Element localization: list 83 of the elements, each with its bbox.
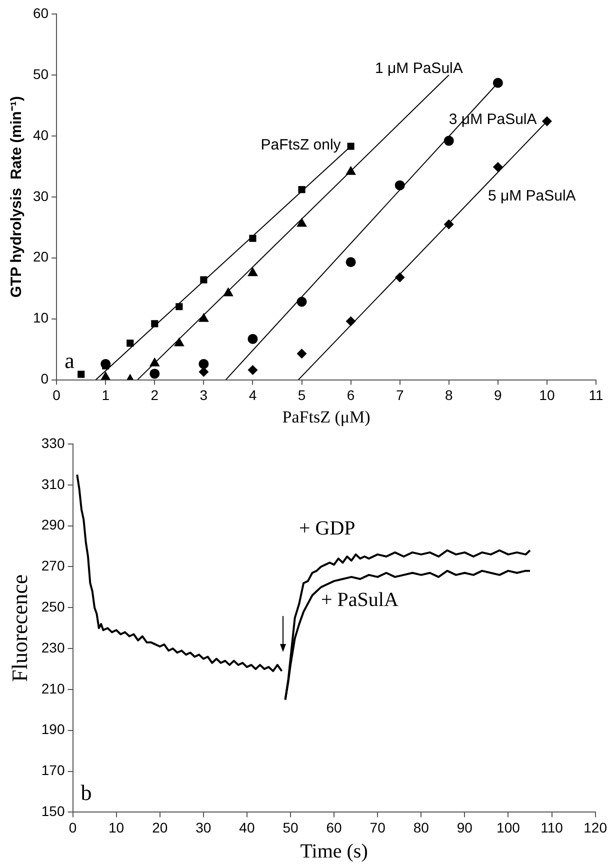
point — [248, 365, 258, 376]
x-tick-label: 20 — [152, 819, 168, 836]
point — [149, 357, 160, 366]
x-tick-label: 11 — [588, 387, 604, 404]
point — [248, 267, 258, 276]
point — [150, 368, 160, 379]
annotation: b — [80, 780, 92, 806]
series-label: + PaSulA — [321, 588, 399, 611]
x-tick-label: 3 — [200, 387, 208, 404]
point — [200, 276, 208, 284]
x-tick-label: 90 — [456, 819, 473, 836]
x-tick-label: 5 — [298, 387, 306, 404]
x-axis-title: Time (s) — [300, 840, 368, 862]
y-tick-label: 50 — [32, 66, 49, 82]
x-tick-label: 1 — [102, 387, 110, 404]
x-tick-label: 50 — [282, 819, 298, 836]
point — [444, 136, 454, 146]
y-tick-label: 290 — [41, 516, 65, 533]
point — [346, 166, 356, 175]
x-tick-label: 60 — [326, 819, 342, 836]
point — [347, 142, 354, 150]
x-tick-label: 10 — [108, 819, 124, 836]
x-tick-label: 10 — [539, 387, 555, 404]
x-tick-label: 9 — [494, 387, 502, 404]
series-label: 5 μM PaSulA — [488, 187, 576, 204]
y-tick-label: 230 — [41, 639, 65, 656]
series-label: 1 μM PaSulA — [375, 60, 463, 77]
y-axis-title: Fluorecence — [6, 574, 32, 682]
y-tick-label: 210 — [41, 680, 65, 696]
point — [151, 320, 158, 328]
point — [346, 316, 356, 326]
series-label: + GDP — [299, 517, 356, 540]
x-tick-label: 6 — [346, 387, 355, 404]
x-tick-label: 2 — [150, 387, 159, 404]
y-tick-label: 310 — [41, 476, 65, 492]
point — [444, 219, 454, 230]
annotation: a — [64, 348, 75, 373]
point — [248, 334, 258, 344]
x-tick-label: 110 — [540, 819, 564, 836]
point — [298, 186, 306, 194]
series-label: 3 μM PaSulA — [448, 110, 537, 128]
point — [296, 296, 307, 307]
x-tick-label: 8 — [444, 387, 453, 404]
point — [174, 337, 184, 346]
point — [296, 218, 307, 227]
series-label: PaFtsZ only — [260, 136, 342, 154]
point — [249, 234, 256, 242]
x-tick-label: 100 — [496, 819, 520, 836]
x-tick-label: 30 — [196, 819, 212, 836]
point — [394, 272, 405, 282]
y-tick-label: 60 — [32, 4, 49, 21]
x-tick-label: 7 — [396, 387, 404, 404]
y-tick-label: 330 — [41, 434, 65, 451]
point — [492, 78, 503, 88]
y-tick-label: 270 — [41, 558, 65, 574]
x-tick-label: 80 — [413, 819, 430, 836]
y-tick-label: 40 — [32, 126, 49, 143]
point — [492, 162, 503, 172]
y-tick-label: 10 — [32, 310, 49, 326]
x-axis-title: PaFtsZ (μM) — [282, 407, 370, 426]
y-axis-title: GTP hydrolysis Rate (min⁻¹) — [8, 96, 26, 298]
x-tick-label: 70 — [370, 819, 386, 836]
point — [126, 340, 134, 347]
y-tick-label: 20 — [32, 248, 49, 265]
point — [78, 370, 85, 378]
point — [176, 303, 183, 310]
x-tick-label: 4 — [248, 387, 257, 404]
x-tick-label: 120 — [584, 819, 608, 836]
y-tick-label: 170 — [41, 762, 65, 778]
point — [542, 116, 552, 126]
y-tick-label: 190 — [41, 721, 65, 738]
point — [346, 257, 356, 268]
point — [296, 348, 307, 359]
x-tick-label: 40 — [239, 819, 255, 836]
point — [198, 358, 209, 369]
point — [198, 312, 209, 322]
y-tick-label: 250 — [41, 598, 65, 615]
x-tick-label: 0 — [68, 819, 77, 836]
point — [394, 180, 405, 190]
y-tick-label: 150 — [41, 803, 65, 820]
point — [223, 287, 234, 296]
y-tick-label: 0 — [40, 370, 49, 387]
y-tick-label: 30 — [32, 188, 49, 204]
